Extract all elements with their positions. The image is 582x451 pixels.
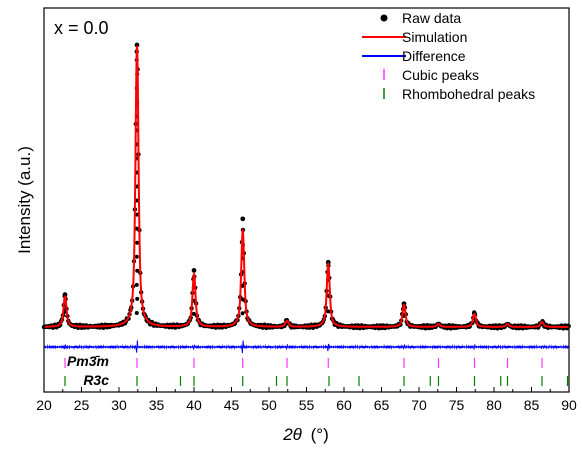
- y-axis-label: Intensity (a.u.): [15, 146, 34, 254]
- x-tick-label: 20: [36, 397, 52, 413]
- legend-label: Difference: [402, 48, 466, 64]
- raw-data-point: [134, 254, 139, 259]
- raw-data-point: [134, 226, 139, 231]
- x-axis: 20 25 30 35 40 45 50 55 60 65 70 75 80 85 90: [36, 387, 577, 413]
- legend-label: Rhombohedral peaks: [402, 86, 535, 102]
- x-tick-label: 25: [74, 397, 90, 413]
- data-layer: [41, 42, 571, 386]
- raw-data-point: [135, 268, 140, 273]
- x-tick-label: 45: [224, 397, 240, 413]
- raw-data-point: [62, 292, 68, 298]
- series-rhombohedral-peaks: [64, 376, 569, 386]
- raw-data-point: [191, 311, 196, 316]
- legend-item: Raw data: [380, 10, 461, 26]
- legend-label: Simulation: [402, 29, 467, 45]
- x-tick-label: 60: [336, 397, 352, 413]
- x-tick-label: 85: [524, 397, 540, 413]
- series-simulation: [44, 45, 569, 328]
- legend: Raw data Simulation Difference Cubic peaks R…: [362, 10, 535, 102]
- legend-label: Raw data: [402, 10, 461, 26]
- x-tick-label: 50: [261, 397, 277, 413]
- x-tick-label: 40: [186, 397, 202, 413]
- legend-item: Rhombohedral peaks: [383, 86, 535, 102]
- series-cubic-peaks: [64, 358, 543, 368]
- x-tick-label: 75: [449, 397, 465, 413]
- raw-data-point: [191, 268, 197, 273]
- raw-data-point: [135, 240, 140, 245]
- x-tick-label: 30: [111, 397, 127, 413]
- rhombohedral-phase-label: R3c: [83, 372, 109, 388]
- raw-data-point: [326, 309, 331, 314]
- legend-item: Cubic peaks: [383, 67, 479, 83]
- composition-annotation: x = 0.0: [54, 18, 109, 38]
- plot-frame: [43, 7, 570, 393]
- raw-data-point: [134, 282, 139, 287]
- cubic-phase-label: Pm3̄m: [67, 353, 109, 369]
- legend-item: Simulation: [362, 29, 467, 45]
- raw-data-point: [135, 296, 140, 301]
- raw-data-point: [240, 311, 245, 316]
- x-tick-label: 90: [561, 397, 577, 413]
- raw-data-point: [134, 310, 139, 315]
- legend-label: Cubic peaks: [402, 67, 479, 83]
- x-tick-label: 80: [486, 397, 502, 413]
- x-axis-label: 2θ (°): [282, 425, 329, 444]
- series-difference: [43, 340, 570, 354]
- x-tick-label: 70: [411, 397, 427, 413]
- x-tick-label: 65: [374, 397, 390, 413]
- raw-data-point: [240, 297, 245, 302]
- legend-marker-dot: [380, 14, 388, 22]
- raw-data-point: [134, 42, 140, 48]
- x-tick-label: 55: [299, 397, 315, 413]
- legend-item: Difference: [362, 48, 466, 64]
- x-axis-label-symbol: 2θ: [282, 425, 302, 444]
- x-axis-label-unit: (°): [311, 425, 329, 444]
- raw-data-point: [240, 216, 246, 222]
- x-tick-label: 35: [149, 397, 165, 413]
